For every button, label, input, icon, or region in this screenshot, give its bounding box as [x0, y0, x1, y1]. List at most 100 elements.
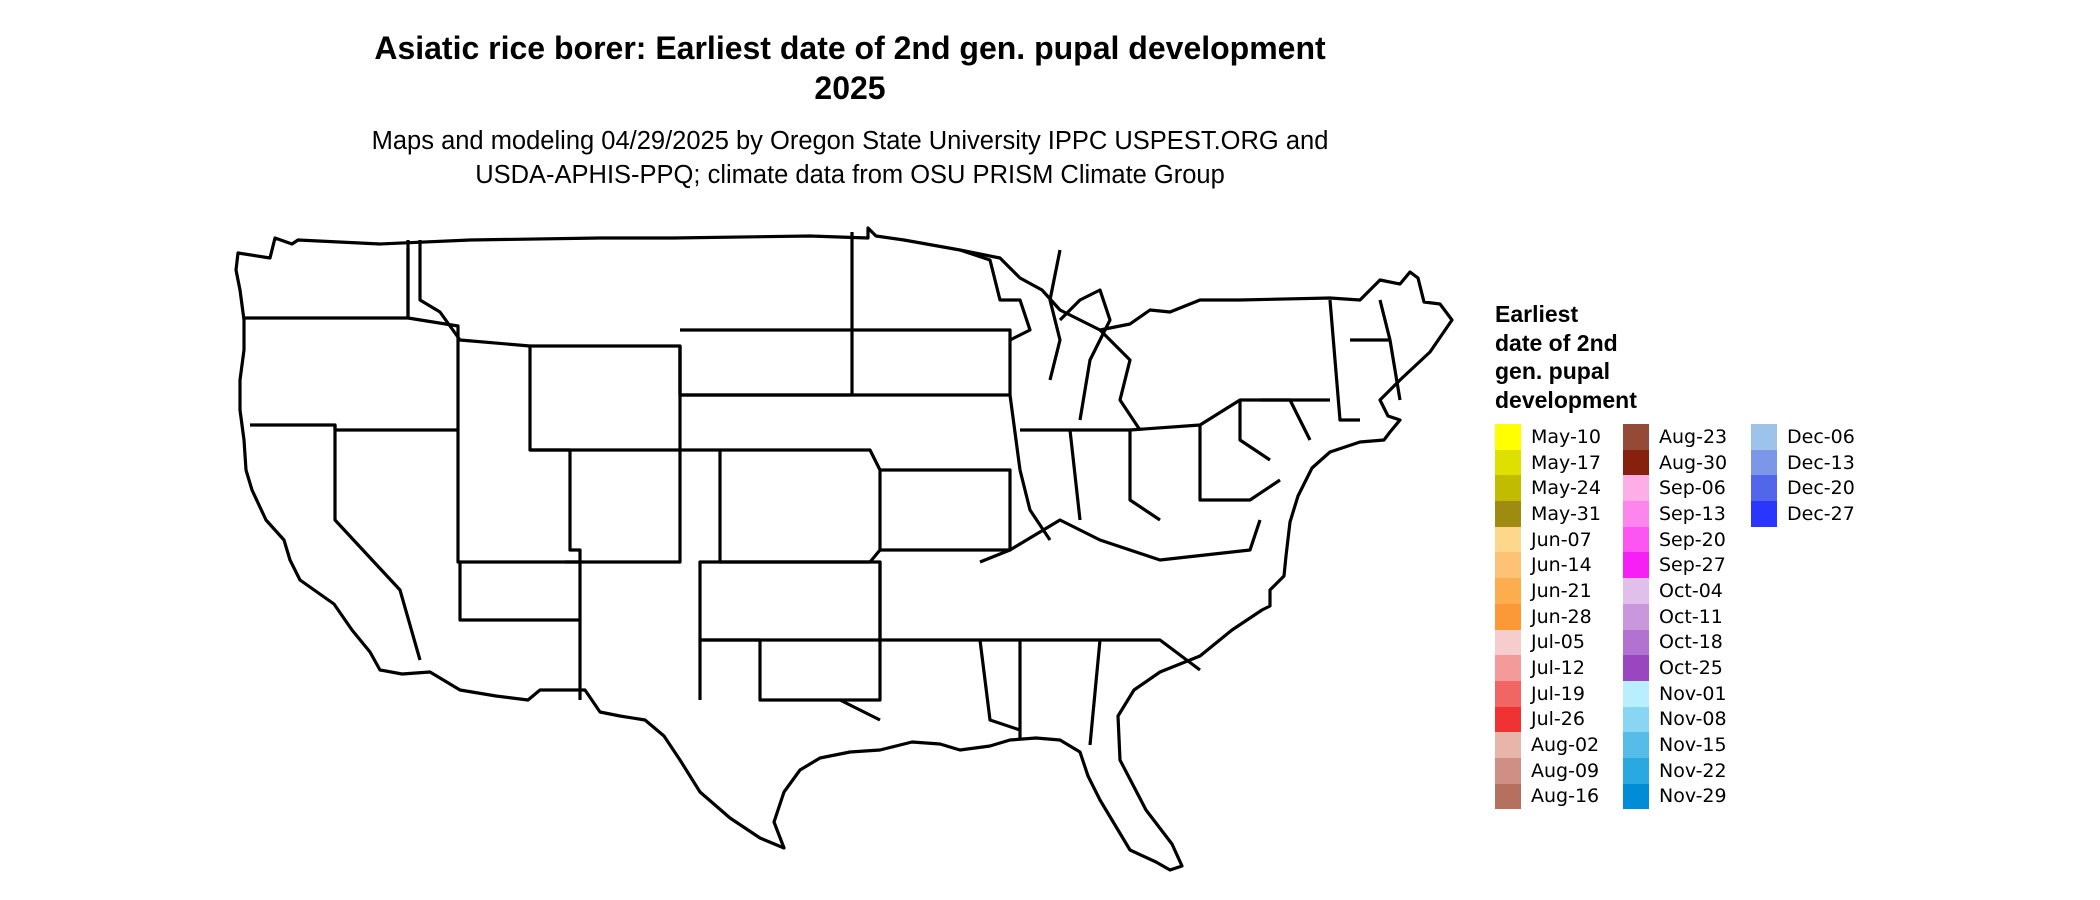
- legend-swatch: [1623, 706, 1649, 733]
- map-title: Asiatic rice borer: Earliest date of 2nd…: [250, 28, 1450, 108]
- legend-item: Oct-04: [1623, 578, 1751, 604]
- legend-label: Aug-16: [1531, 785, 1600, 808]
- legend-swatch: [1495, 732, 1521, 758]
- legend-swatch: [1495, 475, 1521, 502]
- legend-swatch: [1495, 552, 1521, 579]
- legend-column: May-10 May-17 May-24 May-31 Jun-07 Jun-14 Jun-…: [1495, 424, 1623, 810]
- legend-item: Aug-23: [1623, 424, 1751, 450]
- legend-item: Jun-28: [1495, 603, 1623, 630]
- legend-item: Nov-15: [1623, 732, 1751, 758]
- legend-item: Aug-16: [1495, 783, 1623, 810]
- legend-item: May-10: [1495, 424, 1623, 450]
- legend-item: Sep-20: [1623, 526, 1751, 553]
- legend-swatch: [1495, 680, 1521, 707]
- legend-label: May-17: [1531, 451, 1601, 474]
- legend-label: Oct-18: [1659, 631, 1723, 654]
- legend-column: Dec-06 Dec-13 Dec-20 Dec-27: [1751, 424, 1879, 809]
- legend-swatch: [1623, 424, 1649, 450]
- legend-label: Sep-20: [1659, 528, 1726, 551]
- legend-label: Sep-27: [1659, 554, 1726, 577]
- legend-label: Jul-05: [1531, 631, 1585, 654]
- map-subtitle-line2: USDA-APHIS-PPQ; climate data from OSU PR…: [475, 161, 1225, 189]
- legend-swatch: [1751, 449, 1777, 476]
- legend-title-line: date of 2nd: [1495, 329, 1618, 356]
- legend-swatch: [1495, 501, 1521, 527]
- legend-label: Jul-12: [1531, 657, 1585, 680]
- legend-swatch: [1623, 680, 1649, 707]
- legend-swatch: [1623, 449, 1649, 476]
- legend-item: Dec-27: [1751, 501, 1879, 527]
- legend-item: Jun-14: [1495, 552, 1623, 579]
- legend-item: Jul-19: [1495, 680, 1623, 707]
- legend-item: Nov-22: [1623, 757, 1751, 784]
- legend-label: Dec-06: [1787, 425, 1855, 448]
- legend-item: Sep-13: [1623, 501, 1751, 527]
- legend-item: Dec-13: [1751, 449, 1879, 476]
- legend-label: Nov-29: [1659, 785, 1727, 808]
- legend-label: Aug-09: [1531, 759, 1600, 782]
- legend-label: Sep-13: [1659, 502, 1726, 525]
- legend-swatch: [1751, 501, 1777, 527]
- legend-label: Nov-08: [1659, 708, 1727, 731]
- legend-label: May-10: [1531, 425, 1601, 448]
- legend-label: Aug-30: [1659, 451, 1728, 474]
- legend-swatch: [1623, 655, 1649, 681]
- legend-swatch: [1495, 757, 1521, 784]
- legend-label: Jun-21: [1531, 579, 1592, 602]
- legend-label: Jun-07: [1531, 528, 1592, 551]
- legend-swatch: [1751, 475, 1777, 502]
- legend-item: Oct-25: [1623, 655, 1751, 681]
- legend-label: Jun-28: [1531, 605, 1592, 628]
- legend-label: May-31: [1531, 502, 1601, 525]
- legend-item: Aug-30: [1623, 449, 1751, 476]
- legend-item: Dec-06: [1751, 424, 1879, 450]
- legend-item: Nov-29: [1623, 783, 1751, 810]
- legend-label: Dec-20: [1787, 477, 1855, 500]
- legend-item: Sep-06: [1623, 475, 1751, 502]
- legend-label: Jul-26: [1531, 708, 1585, 731]
- legend-swatch: [1623, 783, 1649, 810]
- legend: Earliest date of 2nd gen. pupal developm…: [1495, 300, 1879, 810]
- map-title-line1: Asiatic rice borer: Earliest date of 2nd…: [374, 30, 1326, 66]
- legend-swatch: [1623, 552, 1649, 579]
- legend-swatch: [1623, 501, 1649, 527]
- legend-swatch: [1623, 629, 1649, 656]
- legend-item: Sep-27: [1623, 552, 1751, 579]
- legend-swatch: [1623, 475, 1649, 502]
- legend-item: May-17: [1495, 449, 1623, 476]
- legend-item: Jun-07: [1495, 526, 1623, 553]
- legend-swatch: [1495, 424, 1521, 450]
- state-borders: [234, 226, 1454, 872]
- legend-label: Nov-01: [1659, 682, 1727, 705]
- legend-columns: May-10 May-17 May-24 May-31 Jun-07 Jun-14 Jun-…: [1495, 424, 1879, 810]
- legend-swatch: [1495, 629, 1521, 656]
- legend-item: Aug-09: [1495, 757, 1623, 784]
- legend-swatch: [1495, 706, 1521, 733]
- us-map: [234, 226, 1454, 872]
- legend-item: Jun-21: [1495, 578, 1623, 604]
- legend-swatch: [1623, 757, 1649, 784]
- legend-label: Sep-06: [1659, 477, 1726, 500]
- map-title-line2: 2025: [814, 70, 886, 106]
- legend-item: Jul-26: [1495, 706, 1623, 733]
- legend-item: Jul-05: [1495, 629, 1623, 656]
- legend-item: Aug-02: [1495, 732, 1623, 758]
- legend-column: Aug-23 Aug-30 Sep-06 Sep-13 Sep-20 Sep-27 Oct-…: [1623, 424, 1751, 810]
- legend-swatch: [1623, 732, 1649, 758]
- legend-swatch: [1623, 603, 1649, 630]
- legend-swatch: [1495, 526, 1521, 553]
- legend-item: May-24: [1495, 475, 1623, 502]
- legend-swatch: [1751, 424, 1777, 450]
- map-subtitle: Maps and modeling 04/29/2025 by Oregon S…: [250, 124, 1450, 192]
- map-subtitle-line1: Maps and modeling 04/29/2025 by Oregon S…: [371, 127, 1329, 155]
- legend-label: Jul-19: [1531, 682, 1585, 705]
- legend-label: Oct-11: [1659, 605, 1723, 628]
- legend-swatch: [1495, 655, 1521, 681]
- legend-item: Oct-18: [1623, 629, 1751, 656]
- legend-item: Oct-11: [1623, 603, 1751, 630]
- legend-label: Aug-02: [1531, 734, 1600, 757]
- legend-label: Oct-04: [1659, 579, 1723, 602]
- legend-title-line: Earliest: [1495, 301, 1579, 327]
- legend-swatch: [1495, 783, 1521, 810]
- legend-label: Dec-13: [1787, 451, 1855, 474]
